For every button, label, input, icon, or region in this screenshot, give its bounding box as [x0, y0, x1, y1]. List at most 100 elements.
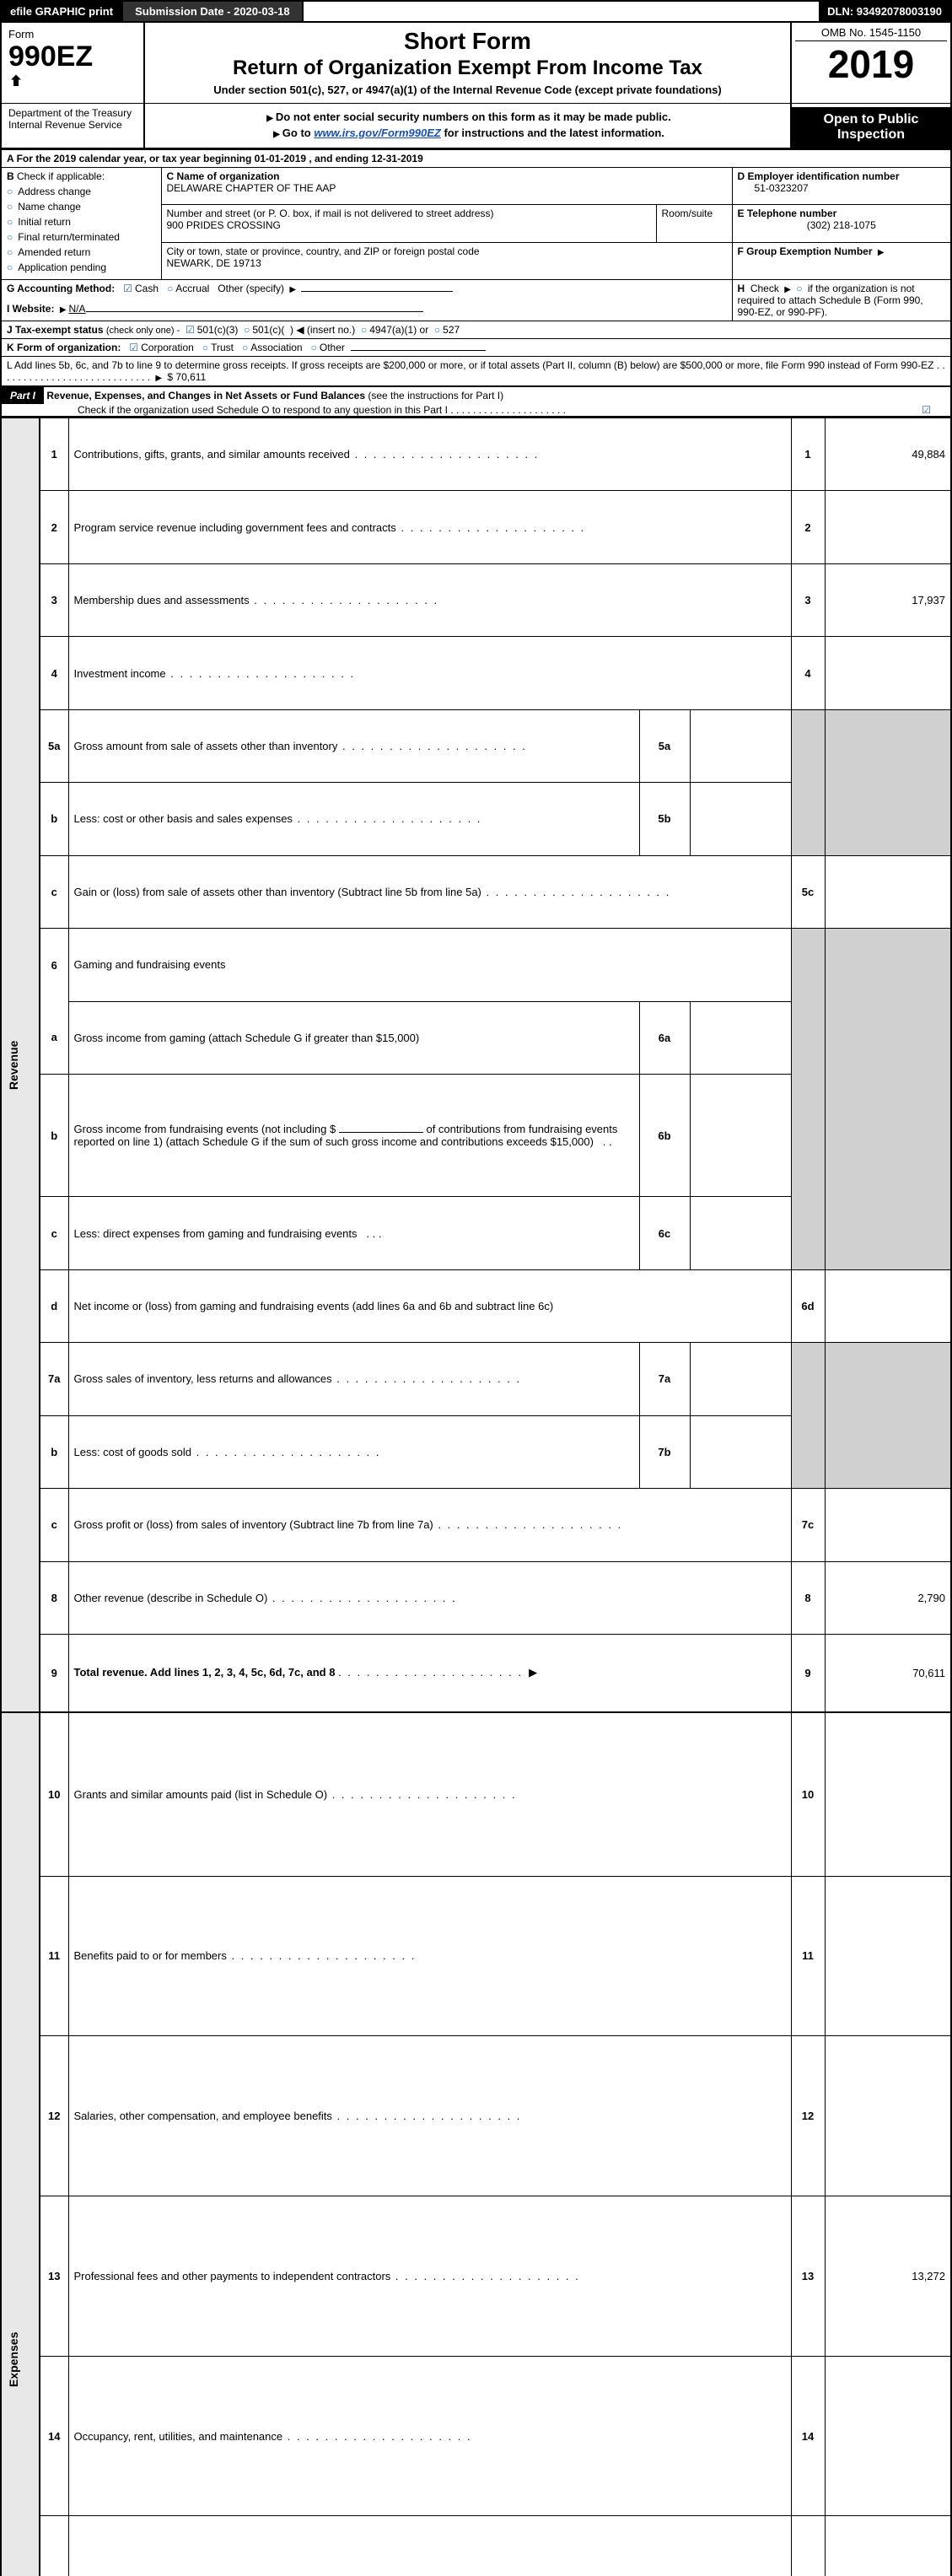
shade-cell [825, 1197, 951, 1269]
line-num: 11 [40, 1876, 68, 2036]
line-1-desc: Contributions, gifts, grants, and simila… [68, 418, 791, 491]
check-address-change[interactable]: Address change [7, 186, 156, 197]
line-12-desc: Salaries, other compensation, and employ… [68, 2036, 791, 2196]
check-cash[interactable] [123, 283, 135, 294]
check-association[interactable] [242, 342, 250, 353]
l-text: L Add lines 5b, 6c, and 7b to line 9 to … [7, 359, 933, 371]
line-num: 13 [40, 2196, 68, 2356]
check-initial-return[interactable]: Initial return [7, 216, 156, 228]
part1-title: Revenue, Expenses, and Changes in Net As… [46, 390, 365, 401]
check-schedule-b[interactable] [796, 283, 804, 294]
insert-no: (insert no.) [307, 324, 355, 336]
shade-cell [791, 1343, 825, 1415]
line-7b-subval [690, 1415, 791, 1488]
cash-label: Cash [135, 283, 159, 294]
street-val: 900 PRIDES CROSSING [167, 219, 651, 231]
check-501c3[interactable] [186, 324, 197, 336]
submission-date-button[interactable]: Submission Date - 2020-03-18 [123, 2, 304, 21]
4947-label: 4947(a)(1) or [369, 324, 428, 336]
line-5a-desc: Gross amount from sale of assets other t… [68, 709, 639, 782]
other-specify-input[interactable] [301, 291, 453, 292]
omb-number: OMB No. 1545-1150 [795, 26, 947, 41]
line-11-val [825, 1876, 951, 2036]
sub-ref: 7a [639, 1343, 690, 1415]
c-name-lbl: C Name of organization [167, 170, 727, 182]
spacer [304, 2, 820, 21]
line-6d-desc: Net income or (loss) from gaming and fun… [68, 1269, 791, 1342]
line-ref: 13 [791, 2196, 825, 2356]
check-corporation[interactable] [129, 342, 141, 353]
arrow-icon [153, 371, 164, 383]
check-4947[interactable] [361, 324, 369, 336]
line-6c-subval [690, 1197, 791, 1269]
under-section: Under section 501(c), 527, or 4947(a)(1)… [152, 84, 783, 96]
check-trust[interactable] [202, 342, 211, 353]
line-14-desc: Occupancy, rent, utilities, and maintena… [68, 2356, 791, 2516]
line-num: 14 [40, 2356, 68, 2516]
arrow-icon [875, 245, 887, 257]
e-lbl: E Telephone number [738, 207, 946, 219]
shade-cell [791, 709, 825, 782]
website-val: N/A [69, 303, 86, 315]
line-num: b [40, 1074, 68, 1196]
line-ref: 8 [791, 1561, 825, 1634]
b-label: B Check if applicable: [7, 170, 156, 182]
check-amended-return[interactable]: Amended return [7, 246, 156, 258]
line-num: c [40, 855, 68, 928]
line-ref: 3 [791, 563, 825, 636]
other-org-input[interactable] [351, 350, 486, 351]
form-number: 990EZ [8, 40, 137, 73]
line-num: 6 [40, 929, 68, 1001]
sub-ref: 7b [639, 1415, 690, 1488]
line-num: b [40, 1415, 68, 1488]
shade-cell [825, 1343, 951, 1415]
part1-lines: Revenue 1 Contributions, gifts, grants, … [0, 418, 952, 2576]
check-name-change[interactable]: Name change [7, 201, 156, 213]
line-6-desc: Gaming and fundraising events [68, 929, 791, 1001]
check-501c[interactable] [244, 324, 252, 336]
line-5b-subval [690, 783, 791, 855]
line-num: 12 [40, 2036, 68, 2196]
sub-ref: 5a [639, 709, 690, 782]
shade-cell [825, 1001, 951, 1074]
arrow-icon [57, 303, 69, 315]
line-5b-desc: Less: cost or other basis and sales expe… [68, 783, 639, 855]
form-header: Form 990EZ Short Form Return of Organiza… [0, 23, 952, 149]
tax-year: 2019 [795, 45, 947, 84]
line-6a-desc: Gross income from gaming (attach Schedul… [68, 1001, 639, 1074]
line-6c-desc: Less: direct expenses from gaming and fu… [68, 1197, 639, 1269]
line-11-desc: Benefits paid to or for members [68, 1876, 791, 2036]
501c3-label: 501(c)(3) [197, 324, 239, 336]
top-bar: efile GRAPHIC print Submission Date - 20… [0, 0, 952, 23]
revenue-side-label: Revenue [7, 421, 20, 1709]
shade-cell [825, 1074, 951, 1196]
check-application-pending[interactable]: Application pending [7, 261, 156, 273]
check-other-org[interactable] [311, 342, 320, 353]
line-a-tax-year: A For the 2019 calendar year, or tax yea… [1, 150, 951, 168]
check-final-return[interactable]: Final return/terminated [7, 231, 156, 243]
line-ref: 2 [791, 491, 825, 563]
line-ref: 7c [791, 1489, 825, 1561]
line-num: 3 [40, 563, 68, 636]
line-6b-subval [690, 1074, 791, 1196]
shade-cell [791, 1197, 825, 1269]
line-9-desc: Total revenue. Add lines 1, 2, 3, 4, 5c,… [68, 1634, 791, 1712]
irs-label: Internal Revenue Service [8, 119, 137, 131]
goto-link[interactable]: www.irs.gov/Form990EZ [314, 127, 441, 139]
efile-print-button[interactable]: efile GRAPHIC print [2, 2, 123, 21]
line-num: 15 [40, 2516, 68, 2576]
check-accrual[interactable] [167, 283, 175, 294]
line-15-desc: Printing, publications, postage, and shi… [68, 2516, 791, 2576]
check-schedule-o[interactable] [922, 404, 933, 416]
irs-eagle-icon [8, 73, 24, 89]
line-num: 5a [40, 709, 68, 782]
shade-cell [825, 709, 951, 782]
line-8-desc: Other revenue (describe in Schedule O) [68, 1561, 791, 1634]
line-num: 9 [40, 1634, 68, 1712]
line-1-val: 49,884 [825, 418, 951, 491]
title-short-form: Short Form [152, 28, 783, 55]
assoc-label: Association [250, 342, 302, 353]
arrow-icon [287, 283, 299, 294]
check-527[interactable] [434, 324, 443, 336]
line-12-val [825, 2036, 951, 2196]
